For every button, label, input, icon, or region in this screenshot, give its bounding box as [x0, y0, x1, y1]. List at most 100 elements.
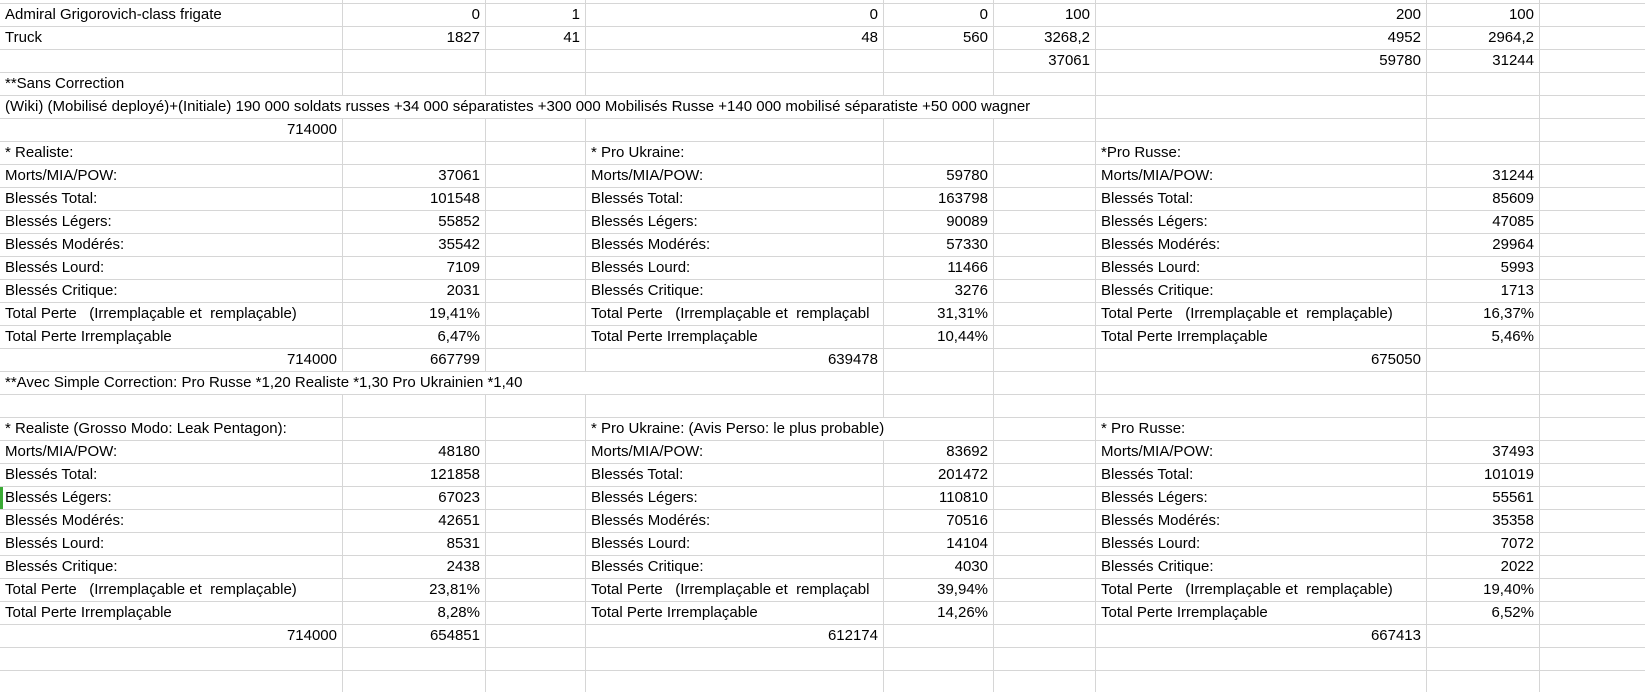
- cell-value[interactable]: 714000: [0, 119, 343, 142]
- cell-label[interactable]: Total Perte Irremplaçable: [1096, 602, 1427, 625]
- cell-empty[interactable]: [884, 50, 994, 73]
- cell-value[interactable]: 4030: [884, 556, 994, 579]
- cell-empty[interactable]: [994, 234, 1096, 257]
- cell-value[interactable]: 714000: [0, 349, 343, 372]
- cell-empty[interactable]: [343, 50, 486, 73]
- cell-label[interactable]: (Wiki) (Mobilisé deployé)+(Initiale) 190…: [0, 96, 1096, 119]
- cell-empty[interactable]: [0, 395, 343, 418]
- cell-empty[interactable]: [586, 50, 884, 73]
- cell-empty[interactable]: [1427, 73, 1540, 96]
- cell-label[interactable]: Blessés Légers:: [0, 211, 343, 234]
- cell-empty[interactable]: [343, 395, 486, 418]
- cell-empty[interactable]: [994, 257, 1096, 280]
- cell-empty[interactable]: [994, 464, 1096, 487]
- cell-value[interactable]: 639478: [586, 349, 884, 372]
- cell-label[interactable]: Blessés Légers:: [0, 487, 343, 510]
- cell-value[interactable]: 8,28%: [343, 602, 486, 625]
- cell-empty[interactable]: [486, 625, 586, 648]
- cell-label[interactable]: Blessés Modérés:: [586, 510, 884, 533]
- cell-empty[interactable]: [994, 349, 1096, 372]
- cell-label[interactable]: * Pro Ukraine:: [586, 142, 884, 165]
- cell-label[interactable]: * Realiste:: [0, 142, 343, 165]
- cell-empty[interactable]: [343, 648, 486, 671]
- cell-value[interactable]: 31,31%: [884, 303, 994, 326]
- cell-value[interactable]: 560: [884, 27, 994, 50]
- cell-label[interactable]: Morts/MIA/POW:: [0, 165, 343, 188]
- cell-empty[interactable]: [994, 165, 1096, 188]
- cell-empty[interactable]: [0, 50, 343, 73]
- cell-empty[interactable]: [486, 395, 586, 418]
- cell-empty[interactable]: [486, 533, 586, 556]
- cell-empty[interactable]: [486, 326, 586, 349]
- cell-label[interactable]: Blessés Critique:: [586, 556, 884, 579]
- cell-label[interactable]: Morts/MIA/POW:: [586, 165, 884, 188]
- cell-empty[interactable]: [486, 119, 586, 142]
- cell-empty[interactable]: [1540, 533, 1645, 556]
- cell-label[interactable]: Blessés Total:: [1096, 464, 1427, 487]
- cell-empty[interactable]: [1540, 4, 1645, 27]
- cell-value[interactable]: 2031: [343, 280, 486, 303]
- cell-empty[interactable]: [1540, 27, 1645, 50]
- cell-value[interactable]: 48: [586, 27, 884, 50]
- cell-value[interactable]: 19,40%: [1427, 579, 1540, 602]
- cell-empty[interactable]: [994, 280, 1096, 303]
- cell-empty[interactable]: [486, 441, 586, 464]
- cell-empty[interactable]: [1427, 349, 1540, 372]
- cell-value[interactable]: 1: [486, 4, 586, 27]
- cell-label[interactable]: Blessés Critique:: [0, 556, 343, 579]
- cell-value[interactable]: 70516: [884, 510, 994, 533]
- cell-label[interactable]: Blessés Critique:: [0, 280, 343, 303]
- cell-label[interactable]: Blessés Lourd:: [1096, 257, 1427, 280]
- cell-empty[interactable]: [486, 73, 586, 96]
- cell-empty[interactable]: [1540, 510, 1645, 533]
- cell-value[interactable]: 7072: [1427, 533, 1540, 556]
- cell-value[interactable]: 7109: [343, 257, 486, 280]
- cell-empty[interactable]: [1427, 119, 1540, 142]
- cell-label[interactable]: * Pro Ukraine: (Avis Perso: le plus prob…: [586, 418, 994, 441]
- cell-label[interactable]: Blessés Modérés:: [1096, 234, 1427, 257]
- cell-label[interactable]: Blessés Lourd:: [586, 257, 884, 280]
- cell-empty[interactable]: [486, 671, 586, 692]
- cell-empty[interactable]: [1540, 303, 1645, 326]
- cell-value[interactable]: 0: [884, 4, 994, 27]
- cell-label[interactable]: **Avec Simple Correction: Pro Russe *1,2…: [0, 372, 884, 395]
- cell-value[interactable]: 41: [486, 27, 586, 50]
- cell-empty[interactable]: [1427, 96, 1540, 119]
- cell-label[interactable]: Blessés Lourd:: [0, 257, 343, 280]
- cell-value[interactable]: 1827: [343, 27, 486, 50]
- cell-empty[interactable]: [486, 280, 586, 303]
- cell-empty[interactable]: [994, 602, 1096, 625]
- cell-empty[interactable]: [994, 326, 1096, 349]
- cell-empty[interactable]: [994, 671, 1096, 692]
- cell-empty[interactable]: [1096, 648, 1427, 671]
- cell-empty[interactable]: [486, 257, 586, 280]
- cell-empty[interactable]: [1096, 671, 1427, 692]
- cell-label[interactable]: Blessés Lourd:: [0, 533, 343, 556]
- cell-label[interactable]: Total Perte (Irremplaçable et remplaçabl…: [1096, 303, 1427, 326]
- cell-label[interactable]: Total Perte (Irremplaçable et remplaçabl…: [0, 303, 343, 326]
- cell-label[interactable]: Blessés Total:: [0, 464, 343, 487]
- cell-label[interactable]: Blessés Total:: [0, 188, 343, 211]
- cell-empty[interactable]: [343, 73, 486, 96]
- cell-value[interactable]: 37061: [994, 50, 1096, 73]
- cell-empty[interactable]: [486, 165, 586, 188]
- cell-value[interactable]: 2022: [1427, 556, 1540, 579]
- cell-value[interactable]: 23,81%: [343, 579, 486, 602]
- cell-value[interactable]: 14104: [884, 533, 994, 556]
- cell-empty[interactable]: [884, 349, 994, 372]
- cell-label[interactable]: Admiral Grigorovich-class frigate: [0, 4, 343, 27]
- cell-label[interactable]: Blessés Critique:: [1096, 556, 1427, 579]
- cell-value[interactable]: 55852: [343, 211, 486, 234]
- cell-label[interactable]: Blessés Modérés:: [0, 234, 343, 257]
- cell-label[interactable]: * Realiste (Grosso Modo: Leak Pentagon):: [0, 418, 343, 441]
- cell-empty[interactable]: [1096, 73, 1427, 96]
- cell-empty[interactable]: [884, 142, 994, 165]
- cell-empty[interactable]: [1540, 625, 1645, 648]
- cell-empty[interactable]: [1540, 579, 1645, 602]
- cell-value[interactable]: 85609: [1427, 188, 1540, 211]
- cell-empty[interactable]: [486, 211, 586, 234]
- cell-value[interactable]: 101548: [343, 188, 486, 211]
- cell-value[interactable]: 100: [1427, 4, 1540, 27]
- cell-empty[interactable]: [586, 648, 884, 671]
- cell-value[interactable]: 83692: [884, 441, 994, 464]
